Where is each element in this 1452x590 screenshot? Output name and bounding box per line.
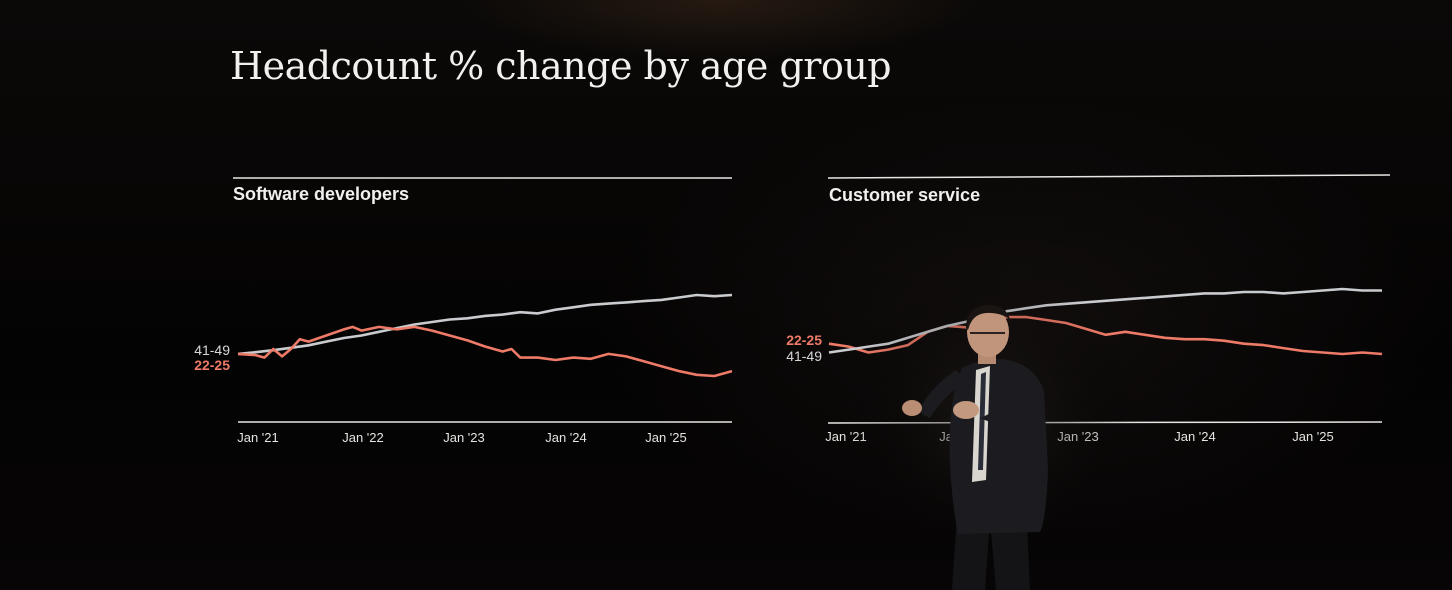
panel-title: Software developers xyxy=(233,184,409,204)
presenter-hair xyxy=(966,305,1011,330)
series-label-22-25: 22-25 xyxy=(194,357,230,373)
panel-title: Customer service xyxy=(829,185,980,205)
x-tick-label: Jan '24 xyxy=(545,430,587,445)
presenter-jacket xyxy=(949,359,1048,534)
slide-title: Headcount % change by age group xyxy=(230,44,892,88)
x-tick-label: Jan '25 xyxy=(645,430,687,445)
presenter-left-arm xyxy=(918,370,966,418)
series-label-41-49: 41-49 xyxy=(194,342,230,358)
panel-top-rule xyxy=(827,174,1391,179)
x-tick-label: Jan '22 xyxy=(342,430,384,445)
series-line-41-49 xyxy=(237,293,733,356)
series-lines xyxy=(237,293,733,378)
series-label-41-49: 41-49 xyxy=(786,348,822,364)
software-developers-chart: Software developers Jan '21 Jan '22 Jan '2… xyxy=(194,177,733,445)
presenter-left-hand xyxy=(902,400,922,416)
x-axis-ticks: Jan '21 Jan '22 Jan '23 Jan '24 Jan '25 xyxy=(237,430,687,445)
x-tick-label: Jan '21 xyxy=(237,430,279,445)
series-line-22-25 xyxy=(237,325,733,378)
x-tick-label: Jan '24 xyxy=(1174,429,1216,444)
x-tick-label: Jan '23 xyxy=(443,430,485,445)
x-tick-label: Jan '25 xyxy=(1292,429,1334,444)
presenter-right-hand xyxy=(953,401,979,419)
series-label-22-25: 22-25 xyxy=(786,332,822,348)
presenter-tie xyxy=(978,372,986,470)
presenter-right-arm xyxy=(980,390,1032,426)
